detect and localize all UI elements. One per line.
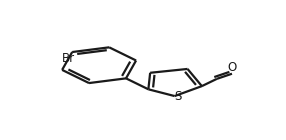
Text: S: S <box>174 90 182 103</box>
Text: Br: Br <box>61 52 75 65</box>
Text: O: O <box>227 61 237 74</box>
